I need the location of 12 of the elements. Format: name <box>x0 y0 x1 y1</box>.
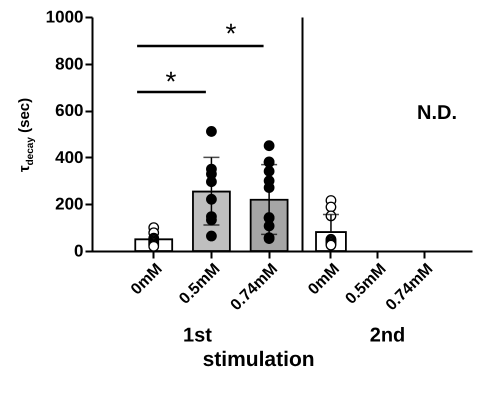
y-tick-label: 800 <box>55 54 84 74</box>
annotation: N.D. <box>417 102 457 124</box>
x-axis-title: 1st <box>183 324 212 346</box>
y-tick-label: 400 <box>55 148 84 167</box>
y-tick-label: 1000 <box>46 8 84 26</box>
text: stimulation <box>202 348 315 371</box>
y-tick-label: 200 <box>55 194 84 214</box>
x-axis-title: 2nd <box>370 324 406 346</box>
y-tick-label: 0 <box>74 242 84 260</box>
annotation: * <box>226 18 237 49</box>
y-tick-label: 600 <box>55 101 84 120</box>
annotation: * <box>166 66 177 97</box>
